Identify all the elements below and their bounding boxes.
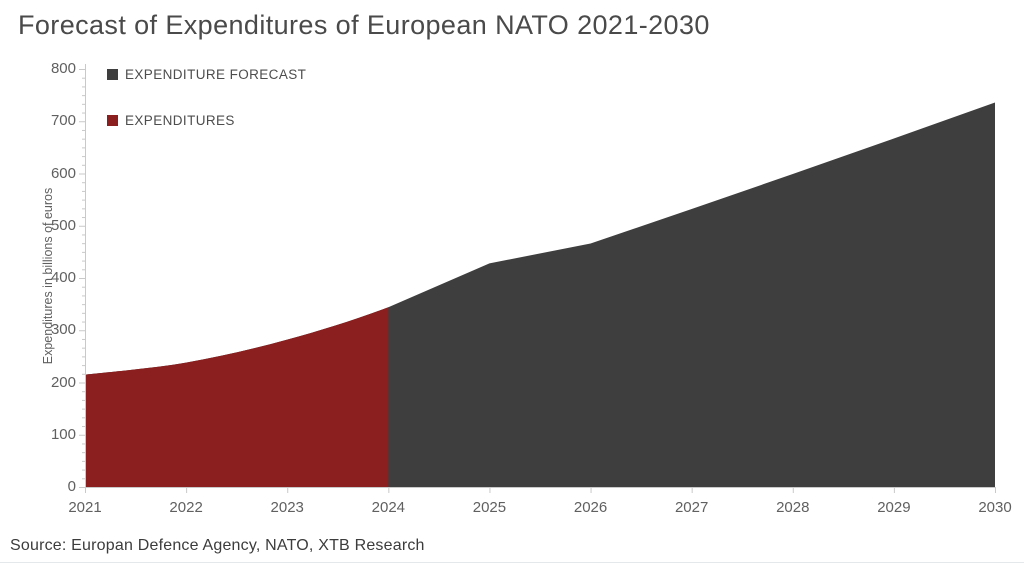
x-tick-label: 2022: [169, 499, 203, 516]
x-tick-label: 2026: [573, 499, 608, 516]
x-tick-label: 2025: [472, 499, 507, 516]
x-tick-label: 2029: [877, 499, 911, 516]
chart-title: Forecast of Expenditures of European NAT…: [18, 10, 710, 40]
x-tick-label: 2021: [68, 499, 102, 516]
y-tick-label: 600: [50, 164, 76, 182]
legend-item-forecast: EXPENDITURE FORECAST: [107, 67, 307, 82]
expenditures-area: [85, 307, 389, 487]
y-tick-label: 200: [50, 373, 76, 391]
y-tick-label: 500: [50, 216, 76, 234]
x-tick-label: 2028: [776, 499, 810, 516]
y-axis-title: Expenditures in billions of euros: [41, 187, 55, 365]
y-tick-label: 400: [50, 269, 76, 286]
forecast-swatch-icon: [107, 69, 118, 80]
y-tick-label: 300: [50, 321, 76, 339]
y-tick-label: 100: [50, 425, 76, 443]
x-tick-label: 2030: [978, 499, 1012, 516]
y-tick-label: 0: [67, 478, 76, 495]
expenditures-swatch-icon: [107, 115, 118, 126]
x-tick-label: 2023: [270, 499, 304, 516]
legend: EXPENDITURE FORECAST EXPENDITURES: [107, 67, 307, 160]
legend-label-expenditures: EXPENDITURES: [125, 113, 235, 128]
source-note: Source: Europan Defence Agency, NATO, XT…: [10, 537, 425, 554]
legend-label-forecast: EXPENDITURE FORECAST: [125, 67, 307, 82]
bottom-divider: [0, 562, 1024, 563]
y-tick-label: 800: [50, 60, 76, 77]
x-tick-label: 2024: [371, 499, 406, 516]
y-tick-label: 700: [50, 112, 76, 130]
x-tick-label: 2027: [674, 499, 709, 516]
legend-item-expenditures: EXPENDITURES: [107, 113, 306, 128]
